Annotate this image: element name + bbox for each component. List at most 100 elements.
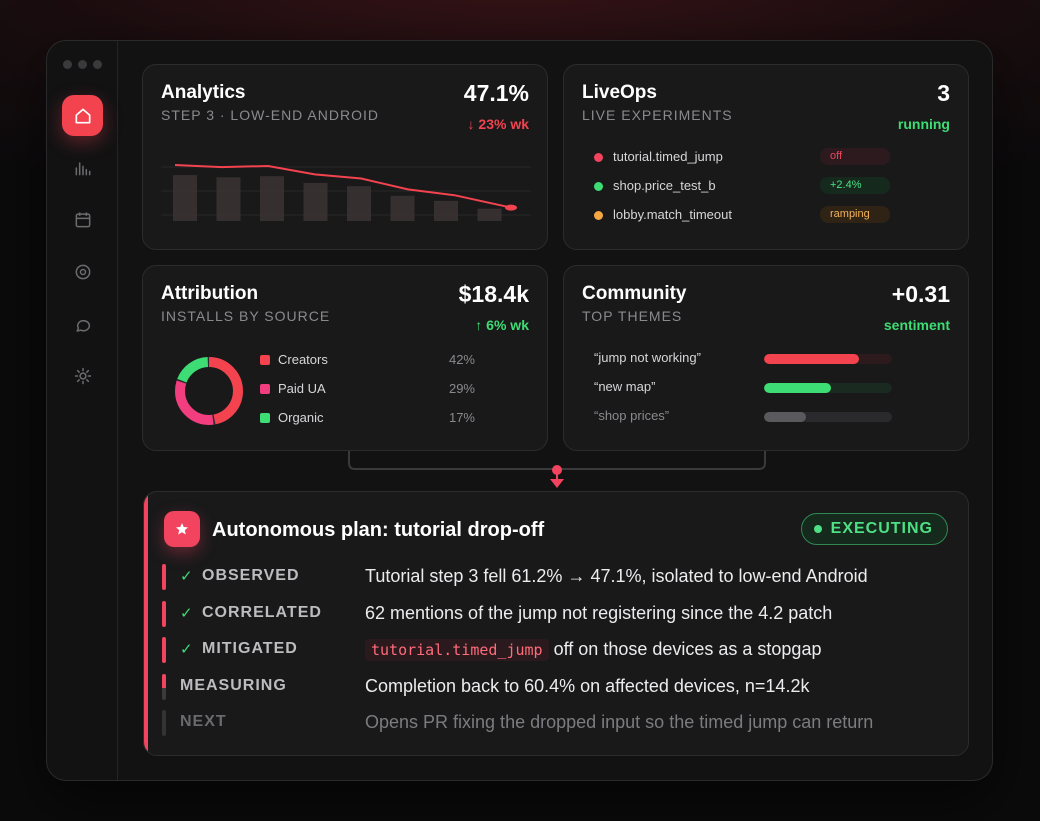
source-donut-chart — [175, 357, 243, 425]
plan-step[interactable]: MEASURING Completion back to 60.4% on aff… — [162, 673, 962, 702]
home-icon[interactable] — [62, 95, 103, 136]
legend-percent: 42% — [448, 352, 475, 367]
attribution-title: Attribution — [161, 283, 259, 304]
step-label: MEASURING — [180, 676, 287, 694]
plan-title: Autonomous plan: tutorial drop-off — [212, 519, 545, 541]
theme-row[interactable]: “shop prices” — [594, 408, 894, 426]
status-badge: EXECUTING — [800, 513, 948, 545]
analytics-card[interactable]: Analytics STEP 3 · LOW-END ANDROID 47.1%… — [142, 64, 548, 250]
theme-bar-track — [764, 354, 892, 364]
chart-bar — [434, 200, 458, 221]
experiment-status-pill: off — [820, 148, 890, 165]
experiment-row[interactable]: shop.price_test_b +2.4% — [594, 176, 894, 196]
experiment-status-pill: +2.4% — [820, 177, 890, 194]
step-description: Opens PR fixing the dropped input so the… — [365, 712, 873, 733]
attribution-subtitle: INSTALLS BY SOURCE — [161, 308, 331, 324]
autonomous-plan-card[interactable]: Autonomous plan: tutorial drop-off EXECU… — [143, 491, 969, 756]
step-progress-bar — [162, 600, 166, 627]
legend-swatch — [260, 355, 270, 365]
community-card[interactable]: Community TOP THEMES +0.31 sentiment “ju… — [563, 265, 969, 451]
calendar-icon[interactable] — [62, 199, 103, 240]
theme-name: “jump not working” — [594, 350, 701, 365]
step-text: Opens PR fixing the dropped input so the… — [365, 712, 874, 732]
analytics-metric: 47.1% — [463, 80, 529, 106]
chart-bar — [303, 182, 328, 221]
step-label: OBSERVED — [202, 567, 300, 584]
liveops-metric: 3 — [937, 80, 950, 106]
attribution-delta: ↑ 6% wk — [475, 317, 529, 333]
community-subtitle: TOP THEMES — [582, 308, 683, 324]
check-icon: ✓ — [180, 641, 193, 658]
target-icon[interactable] — [62, 251, 103, 292]
plan-step[interactable]: NEXT Opens PR fixing the dropped input so… — [162, 710, 962, 738]
experiment-row[interactable]: tutorial.timed_jump off — [594, 147, 894, 167]
analytics-subtitle: STEP 3 · LOW-END ANDROID — [161, 107, 379, 123]
step-progress-bar — [162, 564, 166, 590]
trend-line — [174, 164, 512, 209]
legend-item: Paid UA 29% — [260, 381, 475, 399]
star-icon — [164, 511, 200, 547]
liveops-delta: running — [897, 116, 950, 132]
feature-flag-code: tutorial.timed_jump — [365, 639, 549, 661]
attribution-metric: $18.4k — [458, 281, 529, 307]
sidebar — [47, 41, 118, 780]
theme-bar-track — [764, 383, 892, 393]
experiment-row[interactable]: lobby.match_timeout ramping — [594, 205, 894, 225]
legend-swatch — [260, 384, 270, 394]
flow-connector — [348, 451, 766, 488]
chart-icon[interactable] — [62, 147, 103, 188]
plan-step[interactable]: ✓ OBSERVED Tutorial step 3 fell 61.2% → 47… — [162, 564, 962, 592]
trend-end-marker — [505, 204, 517, 211]
liveops-card[interactable]: LiveOps LIVE EXPERIMENTS 3 running tutor… — [563, 64, 969, 250]
legend-item: Creators 42% — [260, 352, 475, 370]
chart-bar — [477, 208, 502, 221]
legend-label: Paid UA — [278, 381, 326, 396]
chart-bar — [347, 186, 371, 221]
step-description: tutorial.timed_jump off on those devices… — [365, 639, 822, 661]
plan-step[interactable]: ✓ CORRELATED 62 mentions of the jump not r… — [162, 600, 962, 629]
status-dot-icon — [813, 525, 822, 533]
community-title: Community — [582, 283, 687, 304]
step-description: Completion back to 60.4% on affected dev… — [365, 676, 809, 697]
step-description: 62 mentions of the jump not registering … — [365, 603, 832, 624]
community-delta: sentiment — [883, 317, 950, 333]
step-text: 62 mentions of the jump not registering … — [365, 602, 833, 623]
theme-bar-fill — [764, 412, 807, 422]
settings-icon[interactable] — [62, 355, 103, 396]
theme-row[interactable]: “jump not working” — [594, 350, 894, 368]
step-label: CORRELATED — [202, 603, 322, 621]
experiment-status-dot — [594, 182, 603, 191]
legend-percent: 29% — [448, 381, 475, 396]
step-text: off on those devices as a stopgap — [553, 639, 822, 659]
experiment-status-pill: ramping — [820, 206, 890, 223]
attribution-card[interactable]: Attribution INSTALLS BY SOURCE $18.4k ↑ … — [142, 265, 548, 451]
step-text: Tutorial step 3 fell 61.2% → 47.1%, isol… — [365, 566, 868, 586]
experiment-name: shop.price_test_b — [613, 178, 716, 193]
liveops-subtitle: LIVE EXPERIMENTS — [582, 107, 733, 123]
plan-step[interactable]: ✓ MITIGATED tutorial.timed_jump off on tho… — [162, 637, 962, 665]
chart-bar — [216, 177, 241, 221]
analytics-delta: ↓ 23% wk — [467, 116, 529, 132]
chart-bar — [390, 195, 415, 221]
experiment-name: lobby.match_timeout — [613, 207, 732, 222]
theme-row[interactable]: “new map” — [594, 379, 894, 397]
experiment-status-dot — [594, 153, 603, 162]
theme-name: “new map” — [594, 379, 656, 394]
analytics-title: Analytics — [161, 82, 246, 103]
experiment-status-dot — [594, 211, 603, 220]
step-progress-bar — [162, 637, 166, 663]
donut-slice — [175, 357, 243, 425]
app-window: Analytics STEP 3 · LOW-END ANDROID 47.1%… — [46, 40, 993, 781]
step-description: Tutorial step 3 fell 61.2% → 47.1%, isol… — [365, 566, 868, 587]
check-icon: ✓ — [180, 568, 193, 585]
theme-name: “shop prices” — [594, 408, 670, 423]
donut-slice — [175, 357, 243, 425]
step-progress-bar — [162, 710, 166, 736]
liveops-title: LiveOps — [582, 82, 657, 103]
window-controls[interactable] — [63, 60, 102, 69]
legend-label: Organic — [278, 410, 324, 425]
chat-icon[interactable] — [62, 305, 103, 346]
legend-label: Creators — [278, 352, 328, 367]
status-label: EXECUTING — [830, 520, 933, 537]
chart-bar — [173, 175, 197, 221]
